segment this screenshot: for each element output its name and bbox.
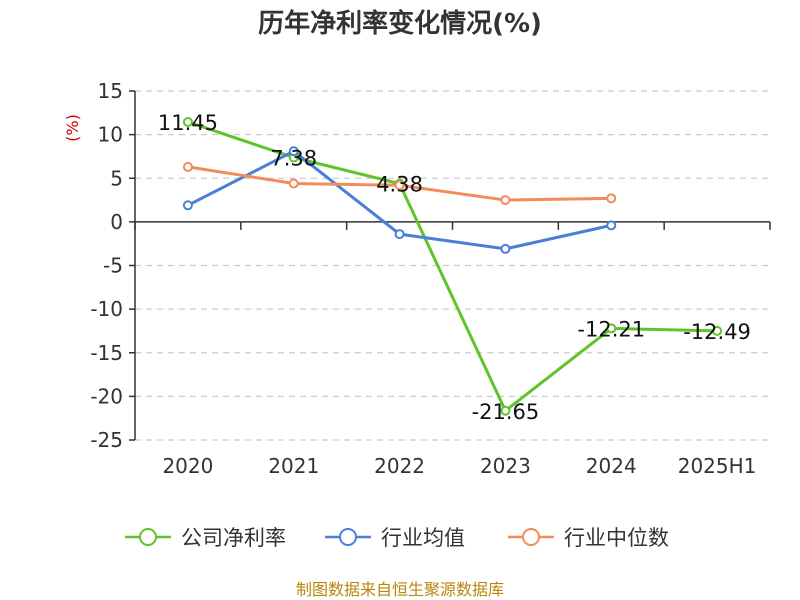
y-tick-label: -10 [90,297,123,321]
data-point[interactable] [500,405,511,416]
series-line [187,120,718,413]
data-label: -12.21 [577,317,645,341]
y-tick-label: 0 [110,210,123,234]
x-tick-label: 2024 [586,454,637,478]
legend-marker-icon [339,528,357,546]
legend-item[interactable]: 公司净利率 [181,526,286,550]
legend-marker-icon [139,528,157,546]
legend-marker-icon [522,528,540,546]
data-point[interactable] [606,193,617,204]
data-point[interactable] [394,180,405,191]
y-tick-label: 15 [98,79,123,103]
y-tick-label: -25 [90,428,123,452]
data-label: -21.65 [472,400,540,424]
legend-item[interactable]: 行业中位数 [564,526,669,550]
x-tick-label: 2020 [162,454,213,478]
series-points [182,116,723,416]
y-tick-label: -15 [90,341,123,365]
data-label: -12.49 [683,320,751,344]
data-point[interactable] [182,116,193,127]
gridlines [135,90,770,441]
data-labels: 11.45 7.38 4.38 -21.65 -12.21 -12.49 [158,111,751,424]
legend[interactable]: 公司净利率 行业均值 行业中位数 [125,526,669,550]
chart-title: 历年净利率变化情况(%) [258,8,542,39]
x-tick-label: 2023 [480,454,531,478]
series-lines [187,120,718,413]
data-point[interactable] [606,220,617,231]
y-tick-label: 5 [110,166,123,190]
data-point[interactable] [394,229,405,240]
legend-item[interactable]: 行业均值 [381,526,465,550]
axes [129,90,771,441]
data-label: 7.38 [270,146,317,170]
x-tick-label: 2025H1 [678,454,757,478]
y-axis-unit: (%) [63,114,82,142]
data-point[interactable] [288,146,299,157]
data-point[interactable] [500,243,511,254]
data-point[interactable] [712,325,723,336]
data-label: 4.38 [376,173,423,197]
data-point[interactable] [288,178,299,189]
data-point[interactable] [182,161,193,172]
data-point[interactable] [606,323,617,334]
x-tick-label: 2022 [374,454,425,478]
data-point[interactable] [500,195,511,206]
y-tick-label: -5 [103,254,123,278]
x-tick-label: 2021 [268,454,319,478]
source-note: 制图数据来自恒生聚源数据库 [296,580,504,599]
y-tick-label: 10 [98,123,123,147]
data-label: 11.45 [158,111,218,135]
data-point[interactable] [182,200,193,211]
y-tick-label: -20 [90,384,123,408]
y-tick-labels: 15 10 5 0 -5 -10 -15 -20 -25 [90,79,123,452]
x-tick-labels: 2020 2021 2022 2023 2024 2025H1 [162,454,756,478]
